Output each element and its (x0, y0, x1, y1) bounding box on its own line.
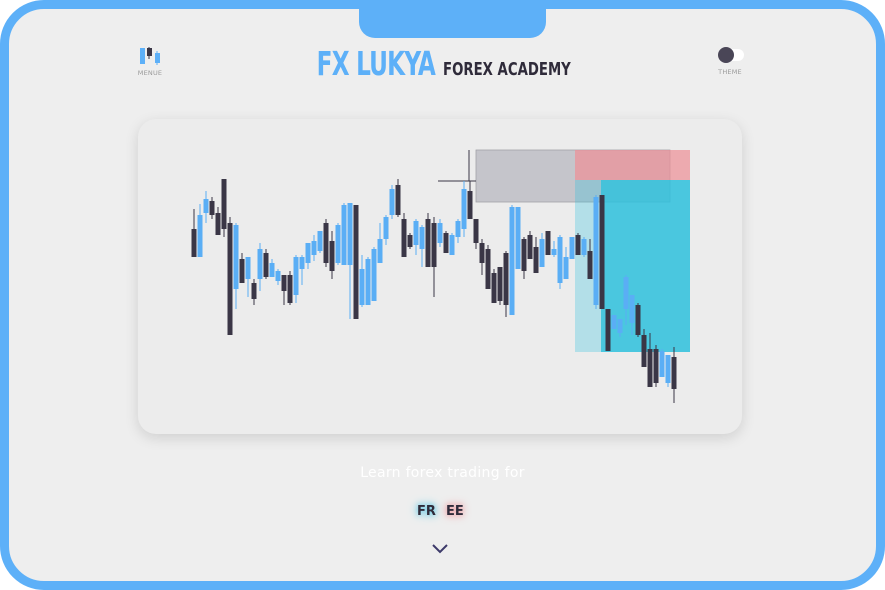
candle-body (521, 239, 527, 271)
candle-body (191, 229, 197, 257)
hero-tagline: Learn forex trading for (360, 465, 525, 481)
candle-body (563, 257, 569, 279)
candle-body (467, 191, 473, 219)
candle-body (389, 189, 395, 215)
candle-body (203, 199, 209, 213)
candle-body (641, 335, 647, 367)
chevron-down-icon[interactable] (430, 543, 450, 555)
candle-body (665, 355, 671, 383)
candle-body (215, 213, 221, 235)
candle-body (365, 259, 371, 305)
candle-body (497, 267, 503, 301)
brand-logo: FX LUKYA FOREX ACADEMY (0, 44, 885, 83)
free-text-part2: EE (446, 504, 464, 519)
candle-body (587, 251, 593, 279)
top-notch (359, 9, 546, 38)
candle-body (473, 219, 479, 243)
brand-subtitle: FOREX ACADEMY (443, 59, 572, 80)
candle-body (407, 235, 413, 247)
candle-body (455, 221, 461, 237)
candle-body (569, 237, 575, 259)
candle-body (437, 223, 443, 243)
candle-body (299, 257, 305, 269)
candle-body (671, 357, 677, 389)
candle-body (539, 239, 545, 267)
candle-body (257, 249, 263, 279)
candle-body (329, 241, 335, 271)
candlestick-menu-icon (140, 47, 160, 65)
candle-body (593, 197, 599, 305)
candle-body (335, 225, 341, 263)
candle-body (347, 203, 353, 265)
candle-body (443, 233, 449, 253)
candle-body (341, 205, 347, 265)
candle-body (605, 309, 611, 351)
candle-body (209, 201, 215, 215)
candle-body (359, 269, 365, 305)
candle-body (275, 271, 281, 281)
candle-body (287, 275, 293, 303)
candle-body (263, 253, 269, 277)
chart-card (138, 119, 742, 434)
candle-body (305, 243, 311, 263)
candlestick-chart (191, 149, 690, 403)
candle-body (623, 277, 629, 309)
candle-body (533, 247, 539, 273)
candle-body (527, 235, 533, 259)
candle-body (479, 243, 485, 263)
candle-body (323, 223, 329, 263)
candle-body (413, 221, 419, 245)
candle-body (611, 315, 617, 329)
candle-body (653, 349, 659, 383)
candle-body (551, 249, 557, 255)
candle-body (515, 207, 521, 269)
menu-button[interactable]: MENUE (137, 47, 163, 77)
candle-body (425, 219, 431, 267)
candle-body (293, 257, 299, 295)
candle-body (221, 179, 227, 229)
candle-body (353, 205, 359, 319)
candle-body (509, 207, 515, 315)
candle-body (485, 249, 491, 289)
candle-body (419, 227, 425, 249)
candle-body (227, 223, 233, 335)
candle-body (491, 273, 497, 303)
stop-loss-zone (575, 150, 690, 180)
theme-toggle[interactable]: THEME (712, 46, 748, 76)
theme-label: THEME (718, 68, 742, 76)
candle-body (317, 231, 323, 251)
candle-body (233, 225, 239, 289)
toggle-icon (716, 46, 744, 64)
candle-body (281, 275, 287, 291)
candle-body (635, 305, 641, 335)
candle-body (311, 241, 317, 255)
candle-body (377, 239, 383, 263)
candle-body (431, 223, 437, 267)
free-text-part1: FR (417, 504, 436, 519)
candle-body (449, 235, 455, 255)
candle-body (461, 189, 467, 229)
candle-body (581, 239, 587, 255)
candle-body (245, 257, 251, 279)
candle-body (197, 215, 203, 257)
candle-body (401, 219, 407, 257)
candle-body (269, 263, 275, 277)
candle-body (557, 237, 563, 283)
brand-name: FX LUKYA (316, 44, 435, 83)
candle-body (383, 217, 389, 239)
candle-body (251, 283, 257, 299)
free-button[interactable]: FR EE (412, 500, 472, 526)
candle-body (545, 231, 551, 255)
menu-label: MENUE (137, 69, 163, 77)
candle-body (575, 235, 581, 255)
candle-body (239, 259, 245, 283)
candle-body (617, 319, 623, 333)
candle-body (647, 349, 653, 387)
candle-body (371, 249, 377, 301)
candle-body (395, 185, 401, 215)
candle-body (503, 253, 509, 305)
candle-body (659, 351, 665, 377)
candle-body (599, 195, 605, 309)
candle-body (629, 295, 635, 323)
